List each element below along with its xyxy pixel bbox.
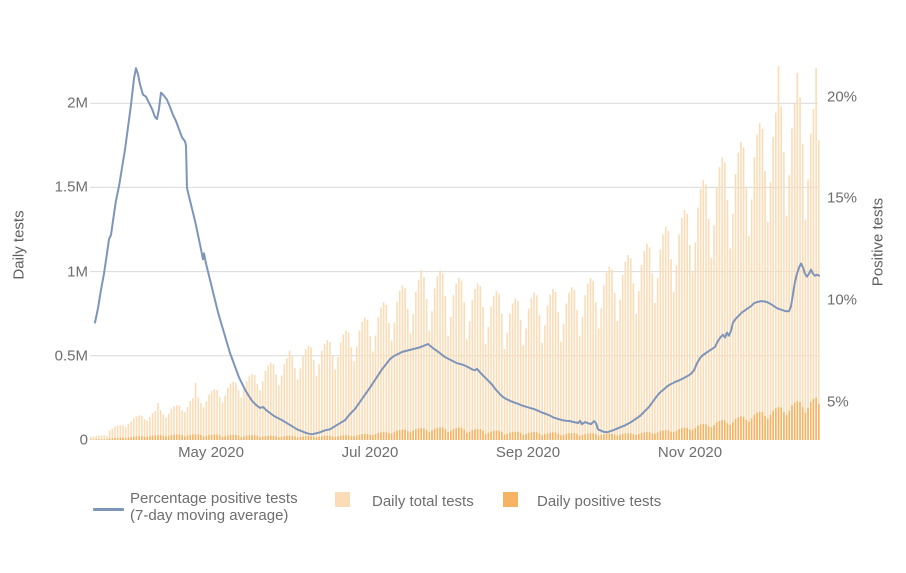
total-tests-bars-series bbox=[90, 66, 820, 441]
legend-total-label: Daily total tests bbox=[372, 493, 474, 510]
x-axis-tick-label: Jul 2020 bbox=[341, 444, 399, 461]
legend-positive-label: Daily positive tests bbox=[537, 493, 662, 510]
right-axis-title: Positive tests bbox=[869, 197, 887, 287]
right-axis-tick-label: 20% bbox=[827, 88, 858, 106]
left-axis-title: Daily tests bbox=[10, 210, 28, 280]
right-axis-tick-label: 10% bbox=[827, 291, 858, 309]
legend-item-percentage: Percentage positive tests (7-day moving … bbox=[130, 490, 298, 524]
legend: Percentage positive tests (7-day moving … bbox=[0, 487, 906, 547]
left-axis-tick-label: 0.5M bbox=[54, 347, 88, 365]
left-axis-tick-label: 1.5M bbox=[54, 178, 88, 196]
x-axis-tick-label: Sep 2020 bbox=[495, 444, 561, 461]
positivity-line bbox=[94, 67, 820, 436]
legend-percentage-label: Percentage positive tests bbox=[130, 490, 298, 507]
left-axis-tick-label: 0 bbox=[79, 431, 88, 449]
positive-tests-bars-series bbox=[90, 397, 820, 440]
left-axis-tick-label: 2M bbox=[67, 94, 88, 112]
left-axis-tick-label: 1M bbox=[67, 263, 88, 281]
x-axis-tick-label: Nov 2020 bbox=[657, 444, 723, 461]
legend-percentage-sublabel: (7-day moving average) bbox=[130, 507, 289, 524]
x-axis-tick-label: May 2020 bbox=[178, 444, 244, 461]
right-axis-tick-label: 5% bbox=[827, 393, 849, 411]
percentage-line-swatch bbox=[93, 508, 124, 511]
right-axis-tick-label: 15% bbox=[827, 189, 858, 207]
total-tests-swatch bbox=[335, 492, 350, 507]
positive-tests-swatch bbox=[503, 492, 518, 507]
